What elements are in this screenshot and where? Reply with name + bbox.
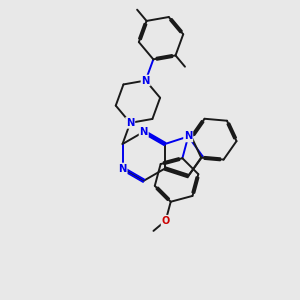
- Text: N: N: [141, 76, 150, 85]
- Text: N: N: [184, 131, 192, 142]
- Text: O: O: [161, 216, 170, 226]
- Text: N: N: [140, 127, 148, 137]
- Text: N: N: [126, 118, 134, 128]
- Text: N: N: [118, 164, 127, 173]
